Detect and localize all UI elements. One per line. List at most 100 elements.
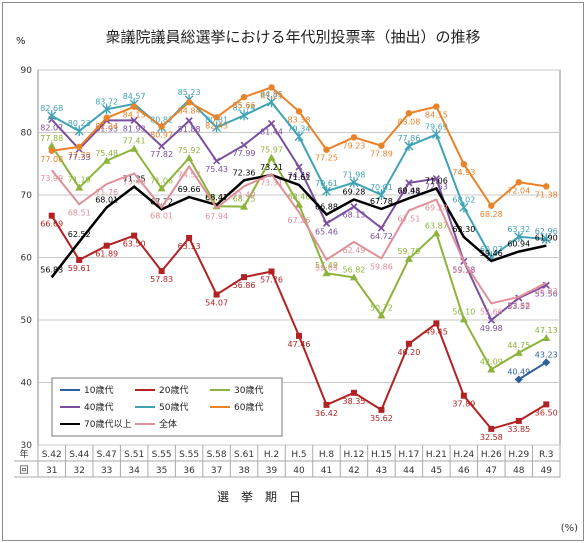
x-session-label: 42 [348, 466, 359, 476]
data-point [322, 219, 331, 227]
data-point [349, 273, 358, 281]
data-point [460, 160, 468, 168]
data-label: 46.20 [397, 348, 420, 357]
data-point [294, 131, 304, 142]
x-session-label: 43 [376, 466, 387, 476]
data-label: 77.99 [233, 149, 256, 158]
x-session-label: 44 [403, 466, 415, 476]
data-point [158, 123, 165, 130]
data-label: 77.89 [370, 150, 393, 159]
data-label: 69.28 [342, 188, 365, 197]
data-point [102, 156, 111, 164]
data-label: 83.72 [95, 97, 118, 106]
data-point [322, 186, 331, 197]
data-point [378, 142, 385, 149]
data-point [185, 117, 193, 125]
data-label: 82.43 [205, 121, 228, 130]
data-label: 75.48 [95, 149, 118, 158]
data-label: 64.72 [370, 232, 393, 241]
data-label: 59.61 [68, 264, 91, 273]
data-label: 38.35 [342, 397, 365, 406]
data-label: 77.08 [40, 155, 63, 164]
x-session-label: 41 [321, 466, 332, 476]
data-label: 66.69 [40, 220, 63, 229]
data-point [241, 274, 248, 281]
data-point [130, 103, 138, 110]
data-point [240, 141, 248, 149]
data-point [240, 202, 249, 210]
data-point [543, 401, 550, 408]
data-point [377, 224, 385, 232]
legend-label: 30歳代 [234, 384, 263, 396]
data-label: 59.32 [452, 266, 475, 275]
data-label: 65.46 [315, 227, 338, 236]
data-point [488, 425, 495, 432]
x-session-label: 34 [128, 466, 140, 476]
data-point [322, 269, 331, 277]
data-label: 68.13 [342, 211, 365, 220]
data-point [405, 110, 413, 117]
data-point [295, 200, 303, 208]
data-label: 84.15 [425, 111, 448, 120]
data-label: 59.46 [480, 249, 503, 258]
data-label: 36.42 [315, 409, 338, 418]
data-point [295, 108, 303, 115]
data-point [130, 144, 139, 152]
data-point [514, 231, 524, 242]
data-label: 62.52 [68, 230, 91, 239]
data-label: 49.98 [480, 324, 503, 333]
data-label: 81.93 [95, 124, 118, 133]
legend-label: 60歳代 [234, 401, 263, 413]
data-point [212, 122, 222, 133]
data-label: 47.46 [288, 340, 311, 349]
data-label: 62.49 [342, 246, 365, 255]
data-label: 63.32 [507, 225, 530, 234]
x-tick-label: S.55 [152, 450, 172, 460]
data-point [542, 358, 551, 367]
legend-label: 70歳代以上 [84, 418, 131, 430]
data-point [75, 183, 84, 191]
data-label: 60.94 [507, 240, 530, 249]
data-point [378, 406, 385, 413]
data-point [267, 97, 276, 108]
x-session-label: 45 [431, 466, 442, 476]
data-label: 67.72 [150, 197, 173, 206]
x-tick-label: S.61 [234, 450, 254, 460]
data-point [267, 119, 276, 128]
data-label: 68.01 [95, 195, 118, 204]
data-label: 69.66 [178, 185, 201, 194]
row-label-session: 回 [19, 465, 28, 476]
x-tick-label: H.8 [319, 450, 334, 460]
x-tick-label: H.26 [481, 450, 502, 460]
data-label: 56.82 [342, 265, 365, 274]
data-point [515, 179, 522, 186]
data-label: 84.85 [260, 90, 283, 99]
data-label: 71.35 [123, 175, 146, 184]
data-label: 66.88 [315, 203, 338, 212]
data-point [514, 348, 523, 356]
data-point [404, 140, 414, 151]
data-label: 59.86 [370, 262, 393, 271]
data-point [460, 392, 467, 399]
data-label: 73.99 [40, 174, 63, 183]
data-point [459, 315, 468, 323]
data-label: 77.86 [397, 134, 420, 143]
x-session-label: 48 [513, 466, 525, 476]
data-point [131, 232, 138, 239]
data-label: 32.58 [480, 433, 503, 442]
data-label: 84.13 [123, 111, 146, 120]
data-point [432, 229, 441, 237]
data-label: 67.51 [397, 215, 420, 224]
data-label: 55.56 [535, 289, 558, 298]
data-label: 73.45 [123, 177, 146, 186]
data-point [48, 212, 55, 219]
data-point [323, 401, 330, 408]
x-session-label: 36 [183, 466, 195, 476]
data-point [74, 126, 84, 137]
data-point [488, 202, 495, 209]
data-point [296, 332, 302, 339]
data-label: 53.52 [507, 302, 530, 311]
data-label: 56.86 [233, 281, 256, 290]
data-label: 63.87 [425, 221, 448, 230]
x-tick-label: S.58 [207, 450, 227, 460]
